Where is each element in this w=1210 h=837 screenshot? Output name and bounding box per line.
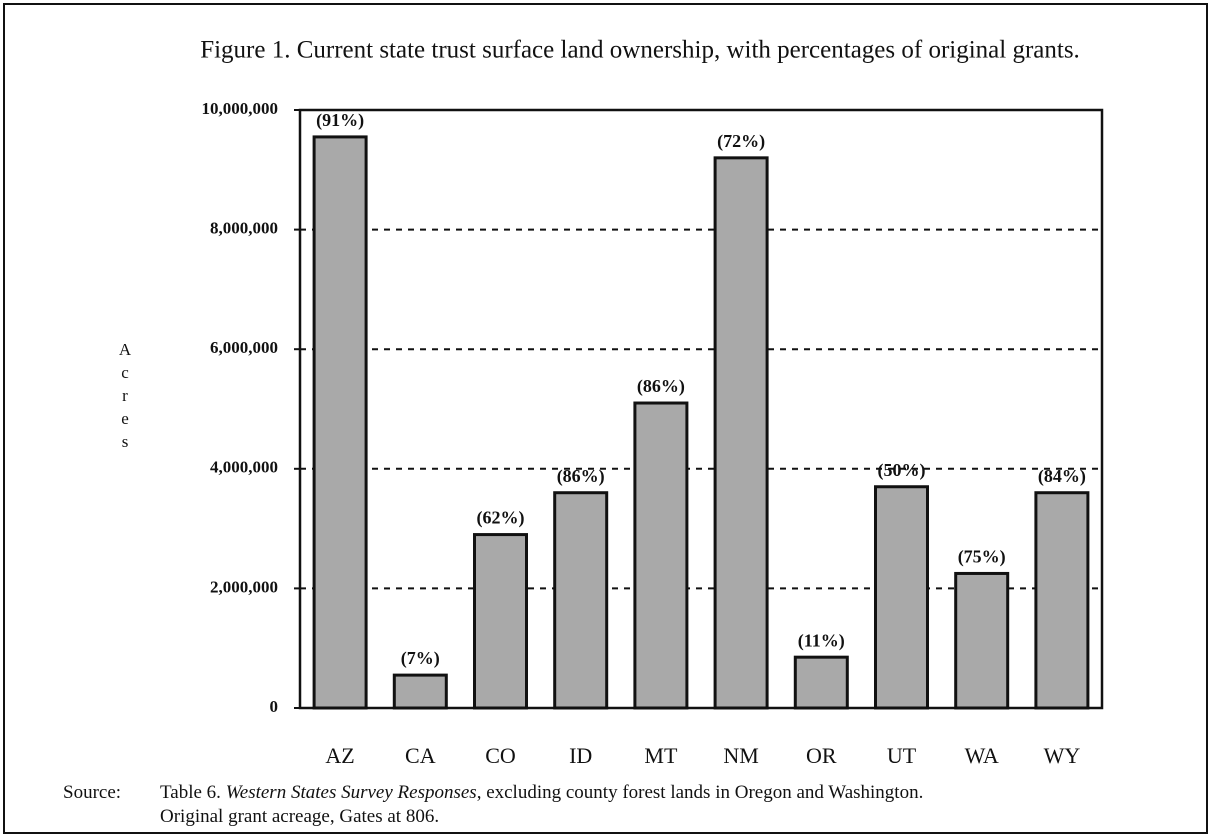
frame (3, 3, 1208, 834)
y-tick-label: 4,000,000 (210, 458, 278, 477)
bar-label: (86%) (557, 466, 605, 487)
bar (1034, 491, 1090, 710)
bar-label: (62%) (477, 508, 525, 529)
x-tick-label: UT (887, 743, 917, 768)
x-tick-label: ID (569, 743, 592, 768)
y-tick-label: 8,000,000 (210, 219, 278, 238)
bar (392, 673, 448, 710)
x-tick-label: OR (806, 743, 837, 768)
source-text: Table 6. (160, 782, 226, 803)
x-tick-label: NM (723, 743, 758, 768)
x-tick-label: MT (644, 743, 678, 768)
y-axis-label: Acres (116, 340, 135, 455)
bar-label: (91%) (316, 110, 364, 131)
source-line-1: Table 6. Western States Survey Responses… (160, 782, 923, 804)
bar-label: (86%) (637, 376, 685, 397)
bar-label: (84%) (1038, 466, 1086, 487)
source-label: Source: (63, 782, 122, 803)
bar-label: (50%) (878, 460, 926, 481)
y-tick-label: 0 (270, 697, 279, 716)
bar (312, 135, 368, 710)
bar (553, 491, 609, 710)
bar-label: (72%) (717, 131, 765, 152)
chart-title: Figure 1. Current state trust surface la… (200, 37, 1080, 64)
bar (874, 485, 929, 710)
x-tick-label: CO (485, 743, 516, 768)
x-tick-label: WY (1044, 743, 1081, 768)
source-line-2: Original grant acreage, Gates at 806. (160, 806, 440, 827)
source-title: Western States Survey Responses (225, 782, 477, 803)
source-text: , excluding county forest lands in Orego… (476, 782, 924, 803)
y-tick-label: 10,000,000 (202, 99, 279, 118)
x-tick-label: WA (965, 743, 999, 768)
bar (473, 533, 528, 710)
bar (633, 401, 689, 710)
plot-frame (298, 108, 1104, 710)
bar-label: (7%) (401, 648, 440, 669)
y-tick-label: 2,000,000 (210, 577, 278, 596)
bar-label: (75%) (958, 547, 1006, 568)
x-tick-label: CA (405, 743, 436, 768)
bar (954, 571, 1010, 710)
bar-label: (11%) (798, 630, 845, 651)
bar (793, 655, 849, 710)
x-tick-label: AZ (325, 743, 354, 768)
bar (713, 156, 769, 710)
y-tick-label: 6,000,000 (210, 338, 278, 357)
